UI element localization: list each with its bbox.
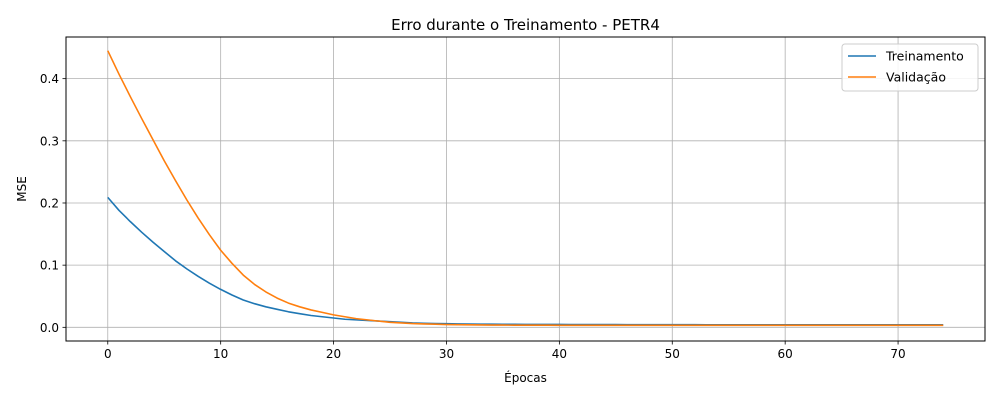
ticks: 0 10 20 30 40 50 60 70 0.0 0.1 0.2 0.3 0.4 xyxy=(40,72,906,361)
y-tick-label: 0.4 xyxy=(40,72,59,86)
axes-frame xyxy=(65,36,986,342)
x-tick-label: 50 xyxy=(665,347,680,361)
x-tick-label: 60 xyxy=(778,347,793,361)
series-layer xyxy=(107,50,944,327)
y-tick-label: 0.0 xyxy=(40,321,59,335)
chart-title: Erro durante o Treinamento - PETR4 xyxy=(391,16,660,34)
x-tick-label: 30 xyxy=(439,347,454,361)
x-tick-label: 0 xyxy=(104,347,112,361)
y-tick-label: 0.1 xyxy=(40,259,59,273)
legend: Treinamento Validação xyxy=(841,43,979,92)
legend-label-1: Validação xyxy=(886,70,946,85)
y-tick-label: 0.3 xyxy=(40,134,59,148)
x-tick-label: 40 xyxy=(552,347,567,361)
legend-label-0: Treinamento xyxy=(885,49,964,64)
x-axis-label: Épocas xyxy=(504,370,547,385)
x-tick-label: 20 xyxy=(326,347,341,361)
y-tick-label: 0.2 xyxy=(40,196,59,210)
y-axis-label: MSE xyxy=(15,176,29,202)
x-tick-label: 10 xyxy=(213,347,228,361)
x-tick-label: 70 xyxy=(890,347,905,361)
series-line-1 xyxy=(107,50,944,327)
